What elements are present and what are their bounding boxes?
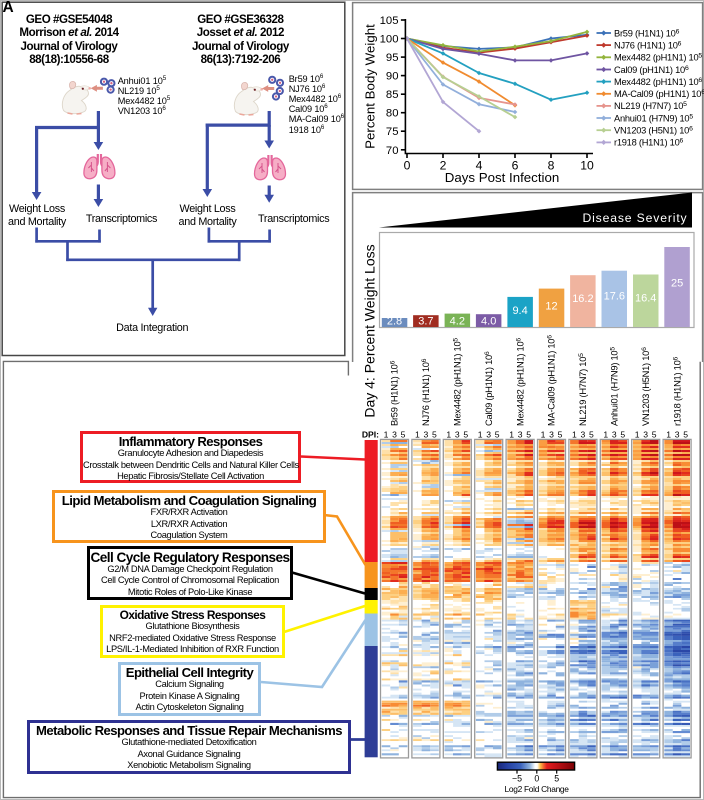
svg-text:1: 1 (603, 430, 608, 440)
svg-text:3: 3 (549, 430, 554, 440)
svg-text:1: 1 (478, 430, 483, 440)
svg-text:2.8: 2.8 (387, 316, 402, 328)
svg-text:70: 70 (386, 145, 399, 157)
svg-text:75: 75 (386, 126, 399, 138)
svg-text:MA-Cal09 (pH1N1) 106: MA-Cal09 (pH1N1) 106 (547, 335, 557, 426)
svg-text:NJ76 (H1N1) 106: NJ76 (H1N1) 106 (614, 40, 682, 50)
svg-text:Anhui01 (H7N9) 105: Anhui01 (H7N9) 105 (614, 113, 693, 123)
svg-text:3: 3 (486, 430, 491, 440)
svg-text:5: 5 (495, 430, 500, 440)
svg-text:85: 85 (386, 89, 399, 101)
svg-text:3: 3 (518, 430, 523, 440)
svg-text:3: 3 (675, 430, 680, 440)
svg-text:Br59 (H1N1) 106: Br59 (H1N1) 106 (390, 360, 400, 426)
svg-text:5: 5 (401, 430, 406, 440)
svg-text:1: 1 (509, 430, 514, 440)
svg-text:3.7: 3.7 (418, 316, 433, 328)
svg-text:Mex4482 (pH1N1) 105: Mex4482 (pH1N1) 105 (614, 53, 702, 63)
svg-text:NJ76 (H1N1) 106: NJ76 (H1N1) 106 (421, 358, 431, 426)
svg-text:100: 100 (380, 34, 399, 46)
svg-text:17.6: 17.6 (604, 291, 625, 303)
svg-text:r1918 (H1N1) 106: r1918 (H1N1) 106 (672, 357, 682, 427)
svg-text:0: 0 (404, 159, 411, 173)
svg-text:r1918 (H1N1) 106: r1918 (H1N1) 106 (614, 138, 684, 148)
svg-text:16.2: 16.2 (572, 293, 593, 305)
svg-text:3: 3 (612, 430, 617, 440)
svg-text:105: 105 (380, 15, 399, 27)
svg-text:9.4: 9.4 (512, 305, 527, 317)
svg-text:4: 4 (476, 159, 483, 173)
svg-text:1: 1 (384, 430, 389, 440)
svg-text:3: 3 (392, 430, 397, 440)
svg-text:6: 6 (512, 159, 519, 173)
svg-text:DPI:: DPI: (362, 430, 379, 440)
svg-text:3: 3 (455, 430, 460, 440)
svg-text:4.0: 4.0 (481, 316, 496, 328)
svg-text:5: 5 (526, 430, 531, 440)
svg-text:Cal09 (pH1N1) 106: Cal09 (pH1N1) 106 (614, 65, 689, 75)
svg-text:16.4: 16.4 (635, 293, 656, 305)
svg-text:VN1203 (H5N1) 106: VN1203 (H5N1) 106 (641, 347, 651, 426)
svg-text:Anhui01 (H7N9) 105: Anhui01 (H7N9) 105 (610, 347, 620, 426)
svg-text:5: 5 (558, 430, 563, 440)
svg-text:5: 5 (432, 430, 437, 440)
svg-text:Log2 Fold Change: Log2 Fold Change (505, 784, 570, 794)
svg-text:1: 1 (415, 430, 420, 440)
svg-text:10: 10 (580, 159, 594, 173)
svg-text:5: 5 (554, 774, 559, 784)
svg-text:1: 1 (635, 430, 640, 440)
svg-text:Disease Severity: Disease Severity (582, 211, 687, 225)
svg-text:80: 80 (386, 108, 399, 120)
svg-text:1: 1 (446, 430, 451, 440)
svg-text:0: 0 (534, 774, 539, 784)
svg-text:1: 1 (541, 430, 546, 440)
svg-text:4.2: 4.2 (450, 316, 465, 328)
svg-text:5: 5 (620, 430, 625, 440)
svg-text:3: 3 (424, 430, 429, 440)
svg-text:1: 1 (572, 430, 577, 440)
svg-text:Mex4482 (pH1N1) 105: Mex4482 (pH1N1) 105 (453, 338, 463, 426)
svg-text:3: 3 (643, 430, 648, 440)
svg-text:5: 5 (589, 430, 594, 440)
svg-text:NL219 (H7N7) 105: NL219 (H7N7) 105 (578, 353, 588, 426)
svg-text:5: 5 (652, 430, 657, 440)
svg-text:1: 1 (666, 430, 671, 440)
svg-text:5: 5 (683, 430, 688, 440)
svg-text:2: 2 (440, 159, 447, 173)
svg-text:VN1203 (H5N1) 106: VN1203 (H5N1) 106 (614, 126, 693, 136)
svg-text:12: 12 (545, 301, 557, 313)
svg-text:NL219 (H7N7) 105: NL219 (H7N7) 105 (614, 101, 687, 111)
svg-text:8: 8 (548, 159, 555, 173)
svg-text:MA-Cal09 (pH1N1) 106: MA-Cal09 (pH1N1) 106 (614, 89, 704, 99)
svg-text:95: 95 (386, 52, 399, 64)
svg-text:Cal09 (pH1N1) 106: Cal09 (pH1N1) 106 (484, 351, 494, 426)
svg-text:3: 3 (581, 430, 586, 440)
svg-text:Br59 (H1N1) 106: Br59 (H1N1) 106 (614, 28, 680, 38)
svg-text:−5: −5 (512, 774, 522, 784)
svg-text:90: 90 (386, 71, 399, 83)
svg-text:Mex4482 (pH1N1) 106: Mex4482 (pH1N1) 106 (515, 338, 525, 426)
svg-text:5: 5 (463, 430, 468, 440)
svg-text:25: 25 (671, 278, 683, 290)
svg-text:Mex4482 (pH1N1) 106: Mex4482 (pH1N1) 106 (614, 77, 702, 87)
